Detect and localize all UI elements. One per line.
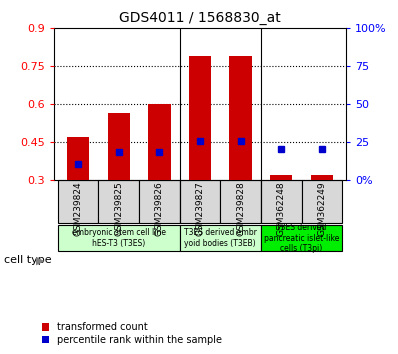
Text: GSM239827: GSM239827 — [195, 181, 205, 236]
Bar — [220, 180, 261, 223]
Text: cell type: cell type — [4, 255, 52, 265]
Bar — [189, 56, 211, 180]
Bar — [148, 104, 170, 180]
Bar — [107, 113, 130, 180]
Text: GSM239826: GSM239826 — [155, 181, 164, 236]
Bar — [302, 180, 342, 223]
Bar — [311, 175, 333, 180]
Text: GSM239828: GSM239828 — [236, 181, 245, 236]
Bar — [261, 180, 302, 223]
Bar — [67, 137, 89, 180]
Bar — [98, 180, 139, 223]
Text: GSM239824: GSM239824 — [74, 181, 83, 236]
Bar — [139, 180, 179, 223]
Title: GDS4011 / 1568830_at: GDS4011 / 1568830_at — [119, 11, 281, 24]
Legend: transformed count, percentile rank within the sample: transformed count, percentile rank withi… — [41, 321, 223, 346]
Bar — [179, 180, 220, 223]
Text: GSM362248: GSM362248 — [277, 181, 286, 236]
Text: T3ES derived embr
yoid bodies (T3EB): T3ES derived embr yoid bodies (T3EB) — [184, 228, 257, 248]
Bar — [179, 225, 261, 251]
Bar — [230, 56, 252, 180]
Text: GSM362249: GSM362249 — [317, 181, 326, 236]
Text: embryonic stem cell line
hES-T3 (T3ES): embryonic stem cell line hES-T3 (T3ES) — [72, 228, 166, 248]
Bar — [58, 225, 179, 251]
Bar — [261, 225, 342, 251]
Text: T3ES derived
pancreatic islet-like
cells (T3pi): T3ES derived pancreatic islet-like cells… — [264, 223, 339, 253]
Bar — [58, 180, 98, 223]
Bar — [270, 175, 293, 180]
Text: GSM239825: GSM239825 — [114, 181, 123, 236]
Text: ▶: ▶ — [36, 255, 44, 265]
